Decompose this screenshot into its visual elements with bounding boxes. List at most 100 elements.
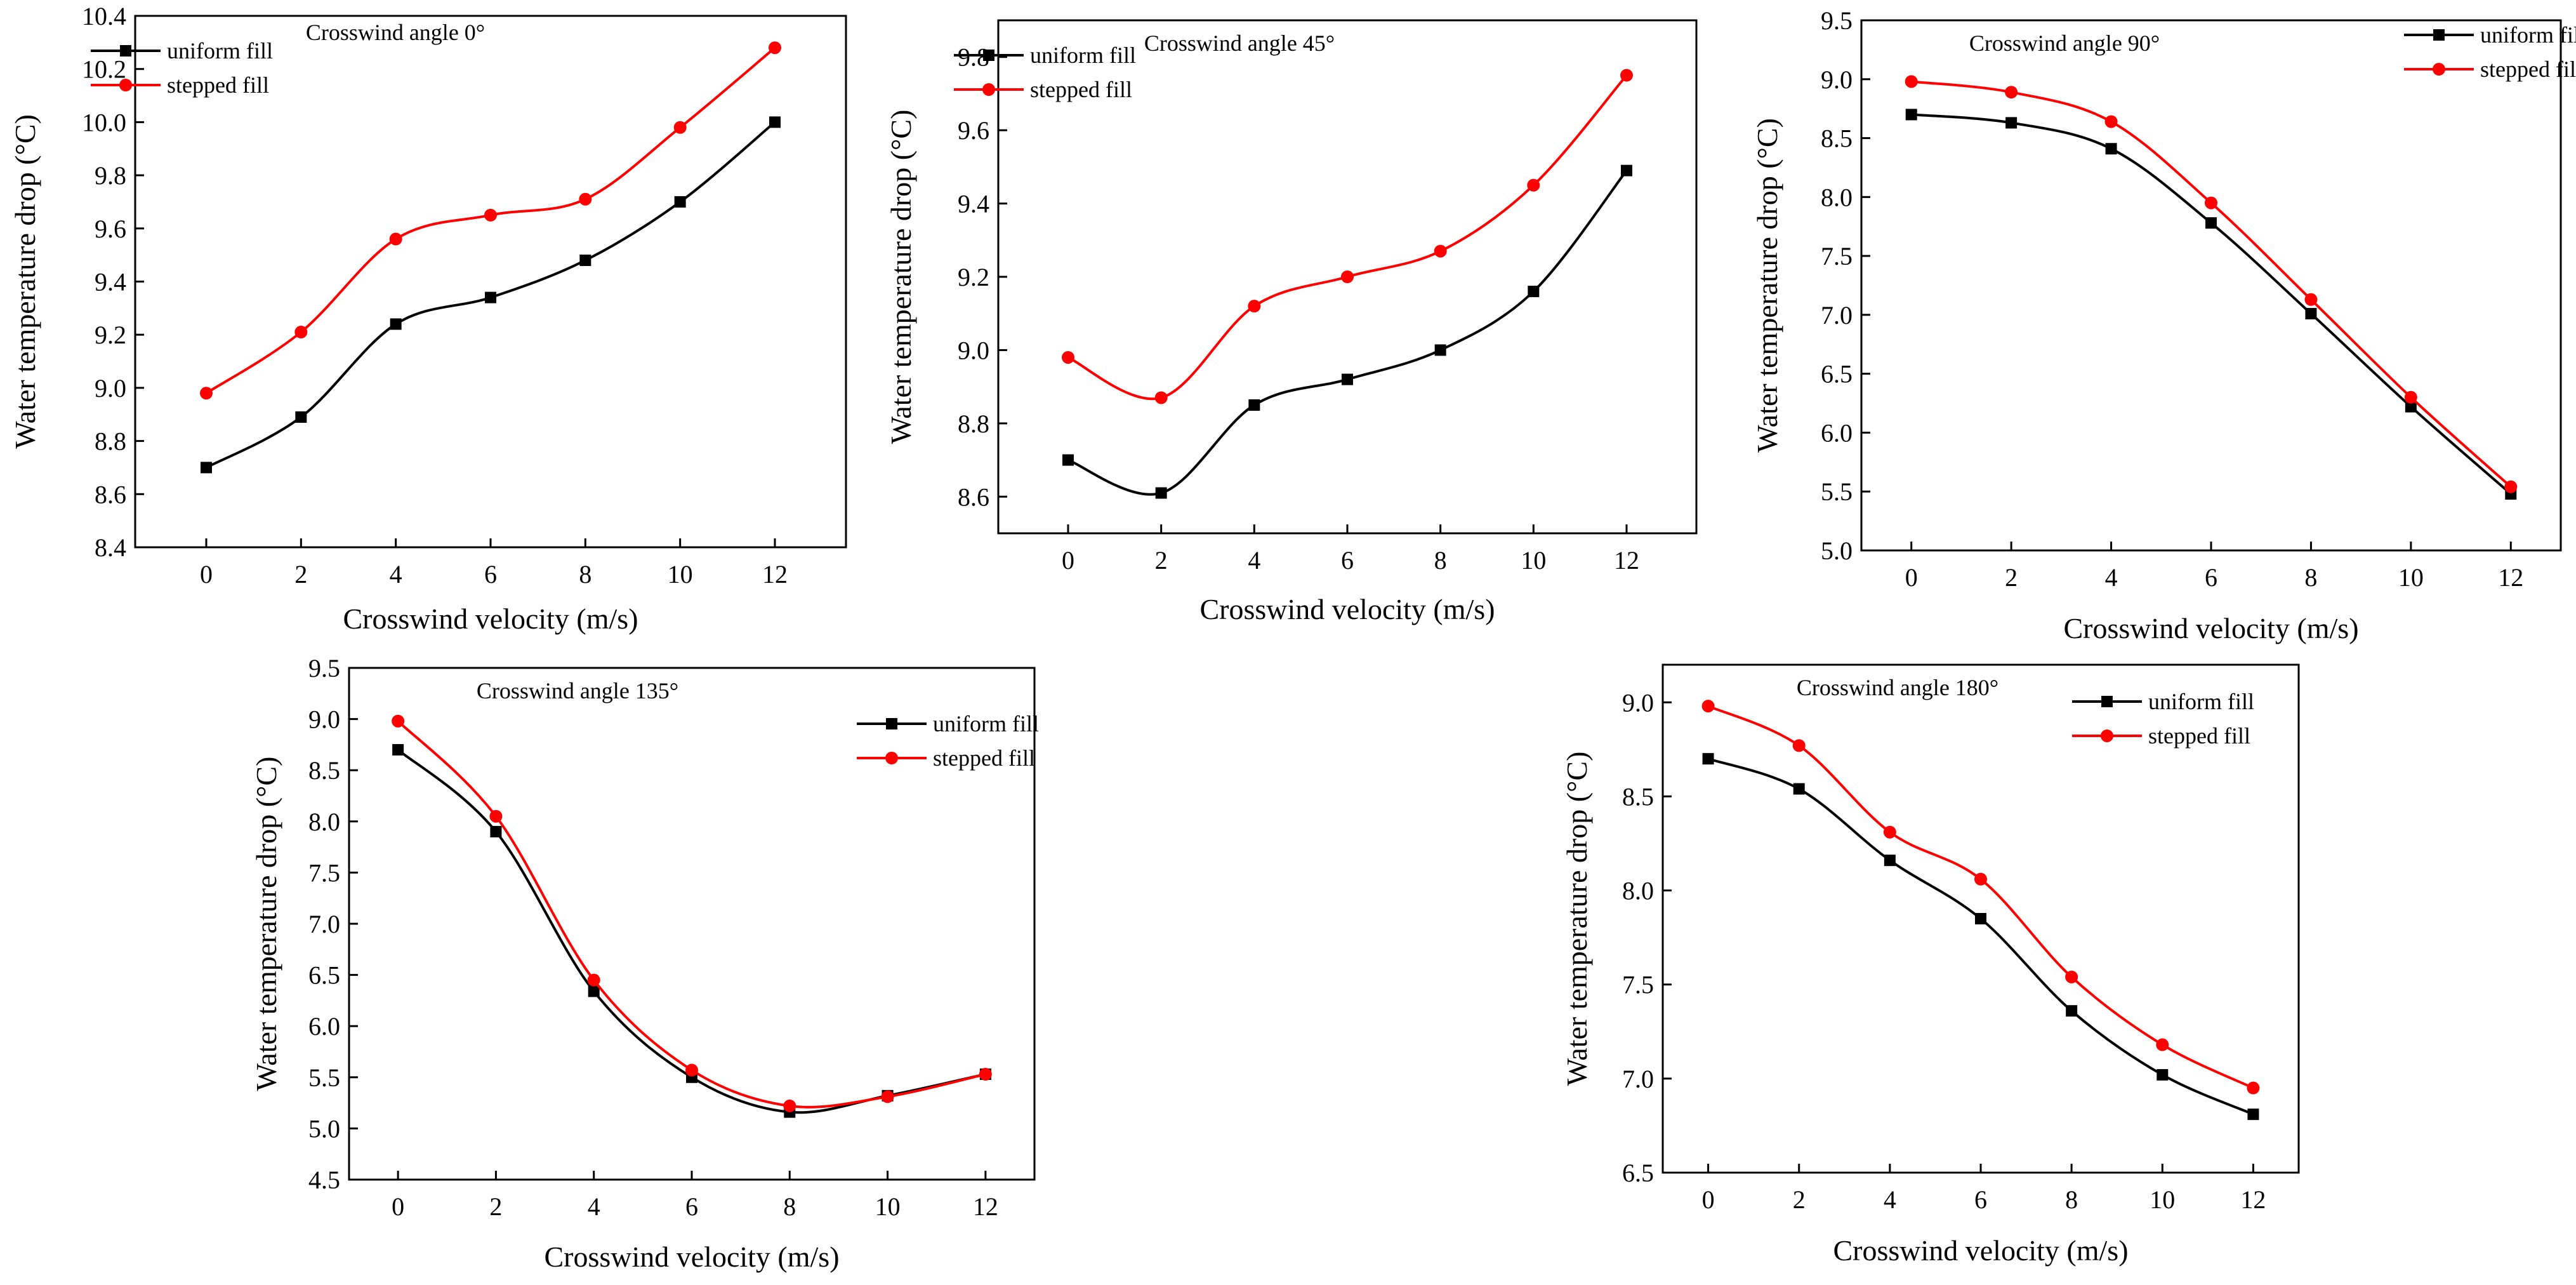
- x-tick-label: 0: [1905, 563, 1918, 592]
- legend-label: uniform fill: [167, 38, 273, 63]
- x-tick-label: 10: [668, 560, 693, 589]
- data-point: [1248, 300, 1261, 313]
- legend-marker: [983, 50, 994, 61]
- y-tick-label: 7.5: [1622, 971, 1654, 999]
- data-point: [1341, 270, 1354, 283]
- legend-label: stepped fill: [933, 745, 1035, 771]
- legend-marker: [119, 79, 132, 91]
- y-tick-label: 9.5: [308, 654, 340, 682]
- chart-title: Crosswind angle 135°: [477, 678, 678, 703]
- y-tick-label: 9.4: [958, 190, 989, 218]
- x-tick-label: 2: [489, 1192, 502, 1221]
- legend-marker: [2433, 63, 2445, 76]
- y-tick-label: 5.0: [1821, 536, 1853, 565]
- y-tick-label: 10.0: [82, 108, 126, 136]
- data-point: [294, 326, 308, 339]
- data-point: [1883, 825, 1896, 839]
- data-point: [2305, 308, 2317, 320]
- plot-frame: [1860, 19, 2562, 552]
- y-tick-label: 8.5: [308, 756, 340, 785]
- y-tick-label: 9.6: [958, 116, 989, 145]
- data-point: [2157, 1069, 2169, 1081]
- y-axis-label: Water temperature drop (°C): [9, 114, 41, 449]
- legend-label: uniform fill: [2480, 22, 2576, 48]
- data-point: [2156, 1038, 2169, 1051]
- legend-marker: [2101, 696, 2113, 707]
- legend-marker: [885, 752, 898, 764]
- data-point: [485, 291, 496, 303]
- data-point: [1062, 454, 1074, 466]
- x-tick-label: 6: [1974, 1185, 1987, 1214]
- y-tick-label: 6.5: [1622, 1159, 1654, 1187]
- y-tick-label: 7.0: [1821, 301, 1853, 330]
- legend-marker: [120, 45, 131, 57]
- x-axis-label: Crosswind velocity (m/s): [544, 1241, 839, 1273]
- y-tick-label: 5.5: [308, 1063, 340, 1092]
- x-tick-label: 6: [2205, 563, 2217, 592]
- x-tick-label: 6: [1341, 546, 1354, 575]
- x-axis-label: Crosswind velocity (m/s): [2063, 612, 2358, 644]
- data-point: [2247, 1109, 2259, 1121]
- data-point: [1434, 344, 1446, 356]
- chart-title: Crosswind angle 180°: [1797, 675, 1998, 700]
- y-tick-label: 7.0: [1622, 1065, 1654, 1093]
- y-tick-label: 9.2: [958, 263, 989, 291]
- x-tick-label: 10: [875, 1192, 901, 1221]
- data-point: [2205, 217, 2217, 229]
- y-tick-label: 5.0: [308, 1114, 340, 1143]
- data-point: [1620, 69, 1633, 82]
- y-axis-label: Water temperature drop (°C): [885, 110, 917, 444]
- data-point: [1434, 244, 1447, 258]
- y-tick-label: 8.6: [958, 483, 989, 511]
- data-point: [1884, 855, 1896, 867]
- y-tick-label: 8.4: [95, 533, 126, 562]
- y-tick-label: 9.0: [958, 336, 989, 364]
- y-tick-label: 9.0: [95, 374, 126, 403]
- data-point: [390, 318, 402, 330]
- x-tick-label: 10: [2150, 1185, 2175, 1214]
- y-tick-label: 10.4: [82, 2, 126, 30]
- data-point: [1154, 391, 1168, 404]
- x-tick-label: 10: [2398, 563, 2424, 592]
- data-point: [685, 1063, 698, 1077]
- data-point: [392, 743, 404, 756]
- y-tick-label: 7.0: [308, 910, 340, 938]
- data-point: [1155, 487, 1167, 499]
- data-point: [1621, 164, 1632, 176]
- legend-label: stepped fill: [2480, 57, 2576, 82]
- data-point: [201, 462, 212, 474]
- y-axis-label: Water temperature drop (°C): [250, 757, 282, 1091]
- data-point: [2504, 480, 2518, 493]
- data-point: [1792, 739, 1806, 752]
- x-tick-label: 0: [200, 560, 213, 589]
- series-line-stepped-fill: [1707, 705, 2254, 1089]
- x-tick-label: 6: [685, 1192, 698, 1221]
- y-tick-label: 9.5: [1821, 6, 1853, 35]
- data-point: [979, 1067, 992, 1081]
- y-tick-label: 6.0: [308, 1012, 340, 1041]
- data-point: [1062, 350, 1074, 364]
- data-point: [1342, 373, 1353, 385]
- legend-label: stepped fill: [167, 72, 269, 98]
- series-line-uniform-fill: [1707, 757, 2254, 1115]
- y-tick-label: 8.5: [1622, 782, 1654, 811]
- y-axis-label: Water temperature drop (°C): [1751, 118, 1783, 453]
- x-tick-label: 4: [390, 560, 402, 589]
- x-tick-label: 12: [2240, 1185, 2266, 1214]
- data-point: [2066, 1005, 2078, 1017]
- data-point: [769, 41, 781, 55]
- data-point: [2065, 970, 2078, 983]
- y-tick-label: 10.2: [82, 55, 126, 84]
- series-line-uniform-fill: [1911, 113, 2512, 495]
- x-tick-label: 2: [1155, 546, 1168, 575]
- chart-panel-90deg: 5.0 5.5 6.0 6.5 7.0 7.5 8.0 8.5 9.0 9.5 0 2 4 6 8 10 12 C…: [1751, 6, 2576, 644]
- y-tick-label: 7.5: [1821, 242, 1853, 270]
- legend-marker: [982, 83, 995, 96]
- chart-title: Crosswind angle 45°: [1144, 30, 1335, 56]
- data-point: [392, 714, 405, 728]
- x-axis-label: Crosswind velocity (m/s): [343, 603, 638, 635]
- x-tick-label: 2: [294, 560, 307, 589]
- y-tick-label: 9.2: [95, 321, 126, 349]
- x-tick-label: 4: [1884, 1185, 1896, 1214]
- data-point: [674, 196, 686, 208]
